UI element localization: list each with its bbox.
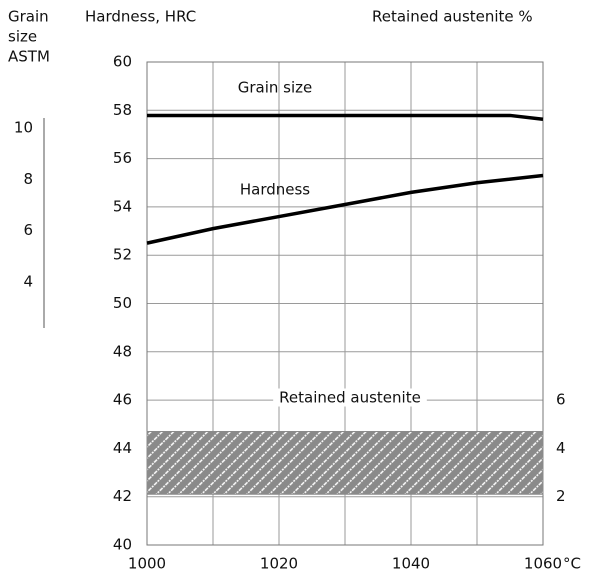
y2-tick-label: 2 — [556, 487, 566, 505]
y-tick-label: 44 — [113, 439, 132, 457]
series-label: Retained austenite — [279, 389, 421, 407]
y3-axis-title: Grain size ASTM — [8, 8, 50, 66]
y3-tick-label: 10 — [14, 119, 33, 137]
y3-tick-label: 8 — [23, 170, 33, 188]
plot-frame — [146, 61, 544, 546]
band — [146, 430, 544, 495]
y-tick-label: 54 — [113, 197, 132, 215]
y-tick-label: 46 — [113, 391, 132, 409]
y2-tick-label: 6 — [556, 391, 566, 409]
y3-tick-label: 4 — [23, 272, 33, 290]
y-tick-label: 48 — [113, 342, 132, 360]
y-tick-label: 42 — [113, 487, 132, 505]
y3-axis-title: size — [8, 28, 37, 46]
x-tick-label: 1020 — [260, 555, 298, 573]
y2-tick-label: 4 — [556, 439, 566, 457]
y-axis-title: Hardness, HRC — [85, 8, 196, 26]
y3-axis-title: ASTM — [8, 48, 50, 66]
y-tick-label: 56 — [113, 149, 132, 167]
x-tick-label: 1060 — [524, 555, 562, 573]
x-tick-label: 1000 — [128, 555, 166, 573]
x-unit: °C — [563, 555, 581, 573]
label-bg — [273, 388, 427, 407]
y-tick-label: 60 — [113, 53, 132, 71]
y-tick-label: 40 — [113, 536, 132, 554]
y-tick-label: 50 — [113, 294, 132, 312]
y2-axis-title: Retained austenite % — [372, 8, 533, 26]
series-label: Grain size — [238, 79, 313, 97]
line — [146, 173, 544, 245]
line — [147, 113, 544, 122]
y3-tick-label: 6 — [23, 221, 33, 239]
x-tick-label: 1040 — [392, 555, 430, 573]
y-tick-label: 58 — [113, 101, 132, 119]
y3-axis-title: Grain — [8, 8, 49, 26]
series-label: Hardness — [240, 181, 310, 199]
y-tick-label: 52 — [113, 246, 132, 264]
